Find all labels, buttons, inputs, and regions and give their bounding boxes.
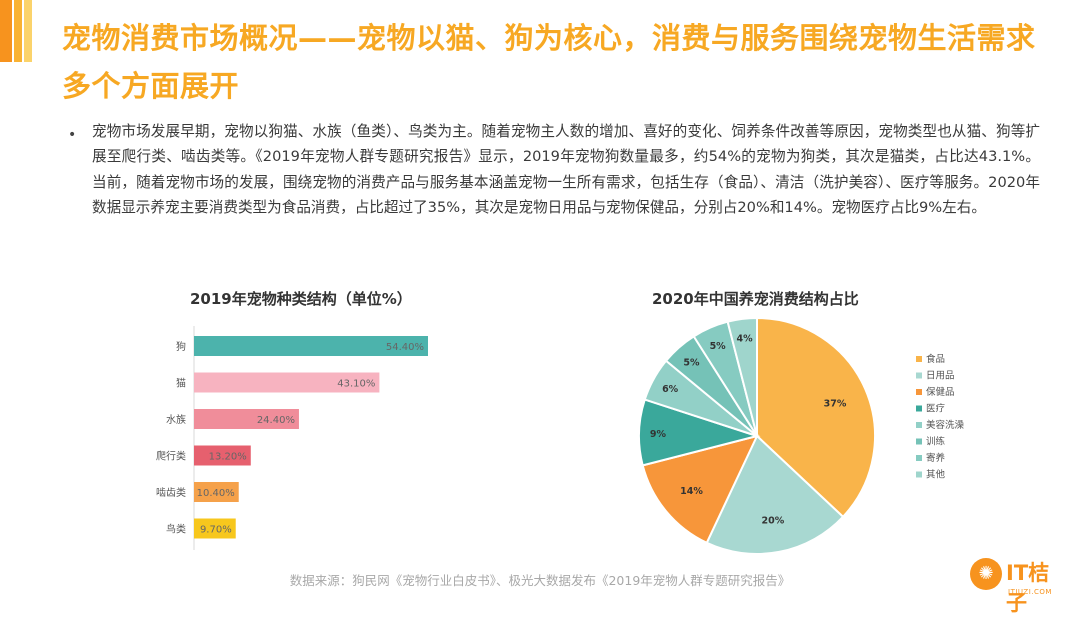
pie-slice-2: [641, 434, 759, 545]
pie-chart-title: 2020年中国养宠消费结构占比: [652, 290, 859, 308]
bar-3: [194, 445, 251, 466]
legend-swatch: [916, 389, 922, 395]
pie-slice-7: [726, 316, 758, 437]
bar-chart: 狗 54.40% 猫 43.10% 水族 24.40% 爬行类 13.20% 啮齿类 10.40%…: [156, 326, 428, 550]
bar-category-label: 爬行类: [156, 450, 186, 463]
legend-label: 医疗: [926, 403, 946, 415]
bar-category-label: 啮齿类: [156, 486, 186, 499]
bar-4: [194, 482, 239, 502]
page-title: 宠物消费市场概况——宠物以猫、狗为核心，消费与服务围绕宠物生活需求多个方面展开: [62, 21, 1036, 103]
bar-category-label: 狗: [176, 340, 186, 353]
legend-swatch: [916, 455, 922, 461]
orange-slice-icon: ✺: [970, 558, 1002, 590]
logo-sub: ITJUZI.COM: [1008, 588, 1052, 596]
legend-label: 训练: [926, 436, 946, 448]
bar-value-label: 24.40%: [257, 415, 295, 426]
pie-value-label: 5%: [710, 341, 727, 352]
pie-slice-1: [705, 434, 845, 555]
bar-value-label: 43.10%: [337, 379, 375, 390]
bar-chart-title: 2019年宠物种类结构（单位%）: [190, 290, 412, 308]
data-source: 数据来源：狗民网《宠物行业白皮书》、极光大数据发布《2019年宠物人群专题研究报…: [289, 573, 791, 588]
legend-label: 其他: [926, 469, 946, 481]
bar-category-label: 水族: [166, 413, 186, 426]
pie-value-label: 6%: [662, 384, 679, 395]
legend-swatch: [916, 422, 922, 428]
legend-label: 寄养: [926, 452, 946, 464]
legend-label: 食品: [926, 353, 945, 365]
bullet: •: [68, 127, 77, 143]
pie-value-label: 20%: [762, 515, 785, 526]
accent-bar: [0, 0, 38, 62]
bar-2: [194, 409, 299, 429]
pie-value-label: 9%: [650, 429, 667, 440]
legend-swatch: [916, 438, 922, 445]
pie-slice-0: [756, 316, 876, 519]
bar-category-label: 猫: [176, 377, 186, 390]
bar-1: [194, 372, 380, 393]
legend-swatch: [916, 405, 922, 412]
bar-value-label: 9.70%: [200, 525, 232, 536]
bar-5: [194, 518, 236, 539]
legend-label: 保健品: [926, 386, 955, 398]
bar-value-label: 54.40%: [386, 342, 424, 353]
legend-swatch: [916, 372, 922, 379]
bar-0: [194, 336, 428, 356]
bar-category-label: 鸟类: [166, 523, 186, 536]
pie-value-label: 37%: [824, 398, 847, 409]
bar-value-label: 10.40%: [197, 488, 235, 499]
pie-value-label: 5%: [683, 358, 700, 369]
bar-value-label: 13.20%: [209, 452, 247, 463]
legend-label: 美容洗澡: [926, 419, 965, 431]
logo: ✺ IT桔子 ITJUZI.COM: [970, 556, 1070, 615]
legend-label: 日用品: [926, 371, 955, 382]
body-paragraph: 宠物市场发展早期，宠物以狗猫、水族（鱼类）、鸟类为主。随着宠物主人数的增加、喜好…: [92, 123, 1040, 216]
legend-swatch: [916, 471, 922, 478]
legend-swatch: [916, 356, 922, 362]
pie-value-label: 4%: [737, 334, 754, 345]
pie-value-label: 14%: [680, 486, 703, 497]
